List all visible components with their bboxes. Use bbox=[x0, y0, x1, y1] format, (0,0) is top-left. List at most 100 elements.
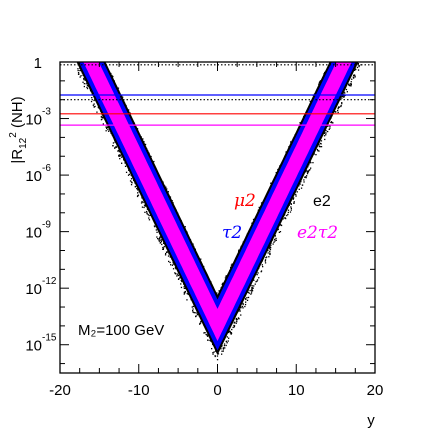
point-e2 bbox=[352, 41, 353, 42]
point-e2 bbox=[206, 335, 209, 337]
point-e2 bbox=[367, 16, 368, 17]
point-e2 bbox=[350, 17, 351, 18]
point-e2 bbox=[167, 191, 169, 193]
point-e2 bbox=[66, 28, 67, 29]
point-e2 bbox=[285, 217, 287, 220]
point-e2 bbox=[356, 58, 357, 59]
point-e2 bbox=[289, 211, 292, 213]
point-e2 bbox=[362, 56, 363, 57]
point-e2 bbox=[81, 30, 82, 31]
point-e2 bbox=[194, 312, 196, 314]
point-e2 bbox=[100, 52, 101, 53]
point-e2 bbox=[319, 142, 322, 145]
point-e2 bbox=[264, 260, 266, 262]
point-e2 bbox=[356, 66, 359, 69]
point-e2 bbox=[95, 51, 96, 52]
point-e2 bbox=[353, 21, 354, 22]
point-e2 bbox=[251, 289, 253, 291]
point-e2 bbox=[100, 119, 103, 121]
point-e2 bbox=[77, 68, 79, 70]
point-e2 bbox=[75, 8, 76, 9]
point-e2 bbox=[367, 32, 368, 33]
point-e2 bbox=[97, 50, 98, 51]
point-e2 bbox=[309, 100, 311, 102]
point-e2 bbox=[368, 12, 369, 13]
point-e2 bbox=[65, 28, 66, 29]
point-e2 bbox=[118, 154, 120, 156]
point-e2 bbox=[355, 13, 356, 14]
point-e2 bbox=[332, 55, 333, 56]
point-e2 bbox=[88, 51, 89, 52]
point-e2 bbox=[360, 20, 361, 21]
point-e2 bbox=[346, 30, 347, 31]
point-e2 bbox=[355, 55, 356, 56]
point-e2 bbox=[333, 60, 334, 61]
point-e2 bbox=[325, 132, 327, 134]
point-e2 bbox=[137, 192, 139, 194]
point-e2 bbox=[293, 197, 295, 199]
point-e2 bbox=[89, 59, 90, 60]
point-e2 bbox=[103, 56, 104, 57]
point-e2 bbox=[338, 51, 339, 52]
point-e2 bbox=[137, 195, 139, 197]
point-e2 bbox=[346, 58, 347, 59]
point-e2 bbox=[355, 68, 357, 71]
point-e2 bbox=[354, 59, 355, 60]
point-e2 bbox=[114, 147, 116, 149]
point-e2 bbox=[67, 6, 68, 7]
point-e2 bbox=[362, 7, 363, 8]
point-e2 bbox=[137, 189, 139, 191]
point-e2 bbox=[366, 48, 367, 49]
point-e2 bbox=[63, 27, 64, 28]
point-e2 bbox=[305, 171, 307, 173]
point-e2 bbox=[81, 31, 82, 32]
point-e2 bbox=[350, 45, 351, 46]
point-e2 bbox=[209, 339, 211, 342]
point-e2 bbox=[365, 10, 366, 11]
point-e2 bbox=[124, 162, 126, 164]
point-e2 bbox=[170, 264, 172, 266]
point-e2 bbox=[356, 22, 357, 23]
point-e2 bbox=[371, 32, 372, 33]
point-e2 bbox=[354, 75, 356, 77]
point-e2 bbox=[96, 51, 97, 52]
point-e2 bbox=[372, 27, 373, 28]
point-e2 bbox=[250, 292, 253, 294]
point-e2 bbox=[320, 146, 323, 148]
point-e2 bbox=[354, 60, 355, 61]
point-e2 bbox=[78, 13, 79, 14]
point-e2 bbox=[84, 43, 85, 44]
point-e2 bbox=[97, 56, 98, 57]
point-e2 bbox=[255, 281, 257, 283]
point-e2 bbox=[355, 50, 356, 51]
point-e2 bbox=[290, 206, 292, 208]
point-e2 bbox=[106, 126, 108, 128]
point-e2 bbox=[83, 85, 85, 88]
point-e2 bbox=[83, 51, 84, 52]
point-e2 bbox=[333, 58, 334, 59]
point-e2 bbox=[354, 26, 355, 27]
point-e2 bbox=[290, 209, 292, 211]
point-e2 bbox=[357, 50, 358, 51]
point-e2 bbox=[90, 39, 91, 40]
point-e2 bbox=[65, 12, 66, 13]
point-e2 bbox=[341, 97, 343, 99]
point-e2 bbox=[363, 32, 364, 33]
point-e2 bbox=[239, 309, 241, 311]
point-e2 bbox=[334, 110, 336, 113]
point-e2 bbox=[178, 278, 180, 280]
point-e2 bbox=[292, 198, 294, 200]
point-e2 bbox=[286, 214, 288, 217]
point-e2 bbox=[72, 32, 73, 33]
point-e2 bbox=[74, 35, 75, 36]
point-e2 bbox=[280, 224, 283, 227]
point-e2 bbox=[74, 19, 75, 20]
point-e2 bbox=[69, 0, 70, 1]
point-e2 bbox=[87, 60, 88, 61]
point-e2 bbox=[346, 30, 347, 31]
point-e2 bbox=[175, 268, 177, 270]
point-e2 bbox=[352, 76, 354, 78]
point-e2 bbox=[363, 22, 364, 23]
point-e2 bbox=[97, 59, 98, 60]
point-e2 bbox=[358, 24, 359, 25]
